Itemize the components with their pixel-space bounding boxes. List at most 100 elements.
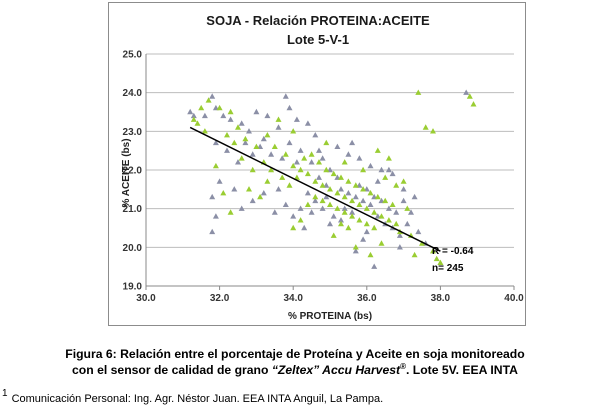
data-point-green xyxy=(360,166,367,173)
data-point-green xyxy=(297,217,304,223)
data-point-green xyxy=(216,104,223,111)
data-point-gray xyxy=(238,120,245,126)
footnote: 1 Comunicación Personal: Ing. Agr. Néstor… xyxy=(2,388,383,405)
data-point-gray xyxy=(319,155,326,161)
data-point-gray xyxy=(360,236,367,242)
footnote-text: Comunicación Personal: Ing. Agr. Néstor … xyxy=(11,393,384,405)
data-point-green xyxy=(367,190,374,196)
data-point-gray xyxy=(253,108,260,115)
data-point-gray xyxy=(396,244,403,250)
caption-line-2: con el sensor de calidad de grano “Zelte… xyxy=(0,362,590,378)
data-point-green xyxy=(437,259,444,265)
data-point-green xyxy=(334,190,341,196)
x-axis-label: % PROTEINA (bs) xyxy=(288,311,372,322)
y-tick-label: 19.0 xyxy=(123,282,143,293)
data-point-green xyxy=(231,139,238,146)
data-point-green xyxy=(356,201,363,207)
data-point-green xyxy=(378,213,385,219)
data-point-green xyxy=(212,162,219,169)
data-point-green xyxy=(282,151,289,157)
data-point-green xyxy=(194,120,201,126)
data-point-green xyxy=(356,217,363,223)
data-point-gray xyxy=(297,205,304,211)
data-point-gray xyxy=(242,139,249,146)
data-point-green xyxy=(279,174,286,180)
data-point-gray xyxy=(345,151,352,157)
data-point-green xyxy=(415,89,422,95)
data-point-gray xyxy=(415,228,422,235)
data-point-gray xyxy=(378,166,385,173)
data-point-gray xyxy=(293,116,300,122)
data-point-green xyxy=(367,251,374,258)
data-point-green xyxy=(385,155,392,161)
data-point-green xyxy=(220,190,227,196)
x-tick-label: 40.0 xyxy=(504,293,524,304)
chart-title: SOJA - Relación PROTEINA:ACEITE xyxy=(206,13,430,28)
data-point-green xyxy=(297,166,304,173)
data-point-gray xyxy=(338,186,344,192)
data-point-green xyxy=(323,139,330,146)
data-points xyxy=(187,89,477,269)
data-point-green xyxy=(190,116,197,122)
data-point-green xyxy=(253,143,260,149)
data-point-gray xyxy=(282,201,289,207)
data-point-gray xyxy=(393,209,400,215)
data-point-gray xyxy=(341,205,348,211)
data-point-gray xyxy=(363,228,370,235)
y-tick-label: 20.0 xyxy=(123,243,143,254)
data-point-green xyxy=(466,93,473,99)
data-point-gray xyxy=(312,132,319,138)
data-point-green xyxy=(352,182,359,188)
data-point-green xyxy=(422,124,429,130)
data-point-gray xyxy=(264,112,271,119)
data-point-green xyxy=(400,178,407,184)
x-tick-label: 38.0 xyxy=(431,293,451,304)
chart-frame: SOJA - Relación PROTEINA:ACEITE Lote 5-V… xyxy=(108,2,526,326)
data-point-green xyxy=(290,162,297,169)
x-tick-label: 36.0 xyxy=(357,293,377,304)
data-point-gray xyxy=(316,147,322,153)
data-point-gray xyxy=(349,209,356,215)
data-point-green xyxy=(363,220,370,227)
data-point-green xyxy=(227,209,234,215)
data-point-gray xyxy=(190,112,197,119)
data-point-green xyxy=(330,232,337,238)
data-point-green xyxy=(290,128,297,134)
data-point-green xyxy=(345,224,352,231)
data-point-gray xyxy=(352,193,359,200)
data-point-green xyxy=(312,178,319,184)
data-point-gray xyxy=(338,217,344,223)
data-point-gray xyxy=(246,128,252,134)
data-point-green xyxy=(304,201,311,207)
data-point-gray xyxy=(408,209,414,215)
data-point-gray xyxy=(286,104,293,111)
data-point-green xyxy=(433,255,440,262)
data-point-green xyxy=(201,128,208,134)
data-point-green xyxy=(235,124,241,130)
data-point-green xyxy=(224,132,230,138)
y-tick-label: 21.0 xyxy=(123,204,143,215)
data-point-green xyxy=(371,224,378,231)
data-point-gray xyxy=(349,139,356,146)
data-point-green xyxy=(249,166,256,173)
footnote-marker: 1 xyxy=(2,388,8,399)
data-point-green xyxy=(385,217,392,223)
data-point-gray xyxy=(249,151,256,157)
caption-line-2-suffix: . Lote 5V. EEA INTA xyxy=(405,363,518,377)
data-point-gray xyxy=(327,220,333,227)
data-point-green xyxy=(275,116,282,122)
data-point-gray xyxy=(411,193,418,200)
data-point-green xyxy=(286,182,293,188)
data-point-gray xyxy=(220,112,227,119)
data-point-green xyxy=(293,174,300,180)
data-point-green xyxy=(338,220,344,227)
data-point-gray xyxy=(212,139,219,146)
data-point-gray xyxy=(374,178,381,184)
annotation-r: R = -0.64 xyxy=(432,246,474,257)
data-point-green xyxy=(319,197,326,204)
data-point-gray xyxy=(334,143,341,149)
data-point-green xyxy=(257,193,264,200)
data-point-gray xyxy=(260,135,267,142)
data-point-green xyxy=(345,178,352,184)
data-point-gray xyxy=(400,197,407,204)
